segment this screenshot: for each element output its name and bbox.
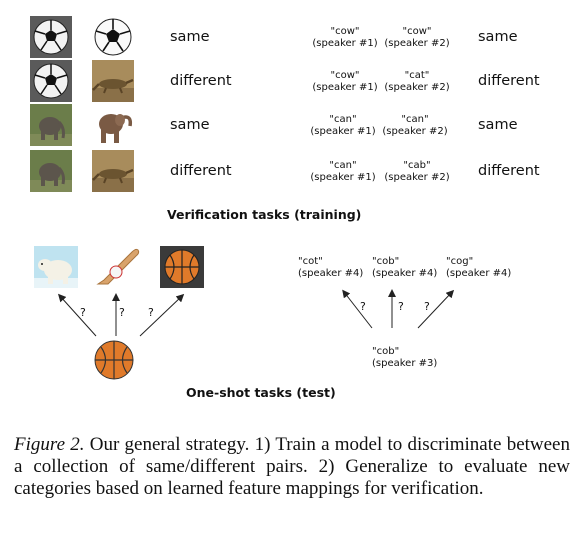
audio-sample: "cow" (speaker #1): [312, 26, 378, 49]
question-mark: ?: [119, 306, 125, 319]
audio-pair-label: same: [478, 117, 518, 133]
candidate-audio: "cog" (speaker #4): [446, 256, 512, 279]
arrow-to-basketball: [139, 293, 185, 337]
audio-pair-label: same: [478, 29, 518, 45]
question-mark: ?: [424, 300, 430, 313]
question-mark: ?: [360, 300, 366, 313]
candidate-audio: "cob" (speaker #4): [372, 256, 438, 279]
candidate-audio: "cot" (speaker #4): [298, 256, 364, 279]
elephant-image: [30, 104, 72, 146]
soccer-ball-image: [92, 16, 134, 58]
caption-text: Our general strategy. 1) Train a model t…: [14, 434, 570, 499]
figure-caption: Figure 2. Our general strategy. 1) Train…: [14, 434, 570, 500]
elephant-image: [30, 150, 72, 192]
polar-bear-image: [34, 246, 78, 288]
audio-arrows: [342, 289, 455, 329]
basketball-image: [160, 246, 204, 288]
audio-sample: "cow" (speaker #2): [384, 26, 450, 49]
audio-sample: "cab" (speaker #2): [384, 160, 450, 183]
lizard-image: [92, 60, 134, 102]
image-pair-label: different: [170, 163, 232, 179]
elephant-image: [92, 104, 134, 146]
oneshot-heading: One-shot tasks (test): [186, 385, 336, 400]
arrow-to-polar-bear: [57, 293, 97, 337]
soccer-ball-image: [30, 60, 72, 102]
verification-heading: Verification tasks (training): [167, 207, 362, 222]
audio-sample: "cow" (speaker #1): [312, 70, 378, 93]
caption-label: Figure 2.: [14, 434, 85, 455]
query-audio: "cob" (speaker #3): [372, 346, 438, 369]
figure: same "cow" (speaker #1) "cow" (speaker #…: [30, 16, 540, 400]
image-pair-label: same: [170, 117, 210, 133]
soccer-ball-image: [30, 16, 72, 58]
image-arrows: [57, 293, 185, 337]
baseball-bat-image: [94, 244, 140, 288]
audio-sample: "can" (speaker #1): [310, 160, 376, 183]
audio-sample: "cat" (speaker #2): [384, 70, 450, 93]
question-mark: ?: [80, 306, 86, 319]
arrow-to-cog: [417, 289, 455, 329]
arrow-to-cot: [342, 289, 373, 329]
question-mark: ?: [398, 300, 404, 313]
audio-pair-label: different: [478, 73, 540, 89]
audio-pair-label: different: [478, 163, 540, 179]
query-basketball-image: [92, 338, 136, 382]
image-pair-label: same: [170, 29, 210, 45]
audio-sample: "can" (speaker #1): [310, 114, 376, 137]
question-mark: ?: [148, 306, 154, 319]
image-pair-label: different: [170, 73, 232, 89]
audio-sample: "can" (speaker #2): [382, 114, 448, 137]
lizard-image: [92, 150, 134, 192]
